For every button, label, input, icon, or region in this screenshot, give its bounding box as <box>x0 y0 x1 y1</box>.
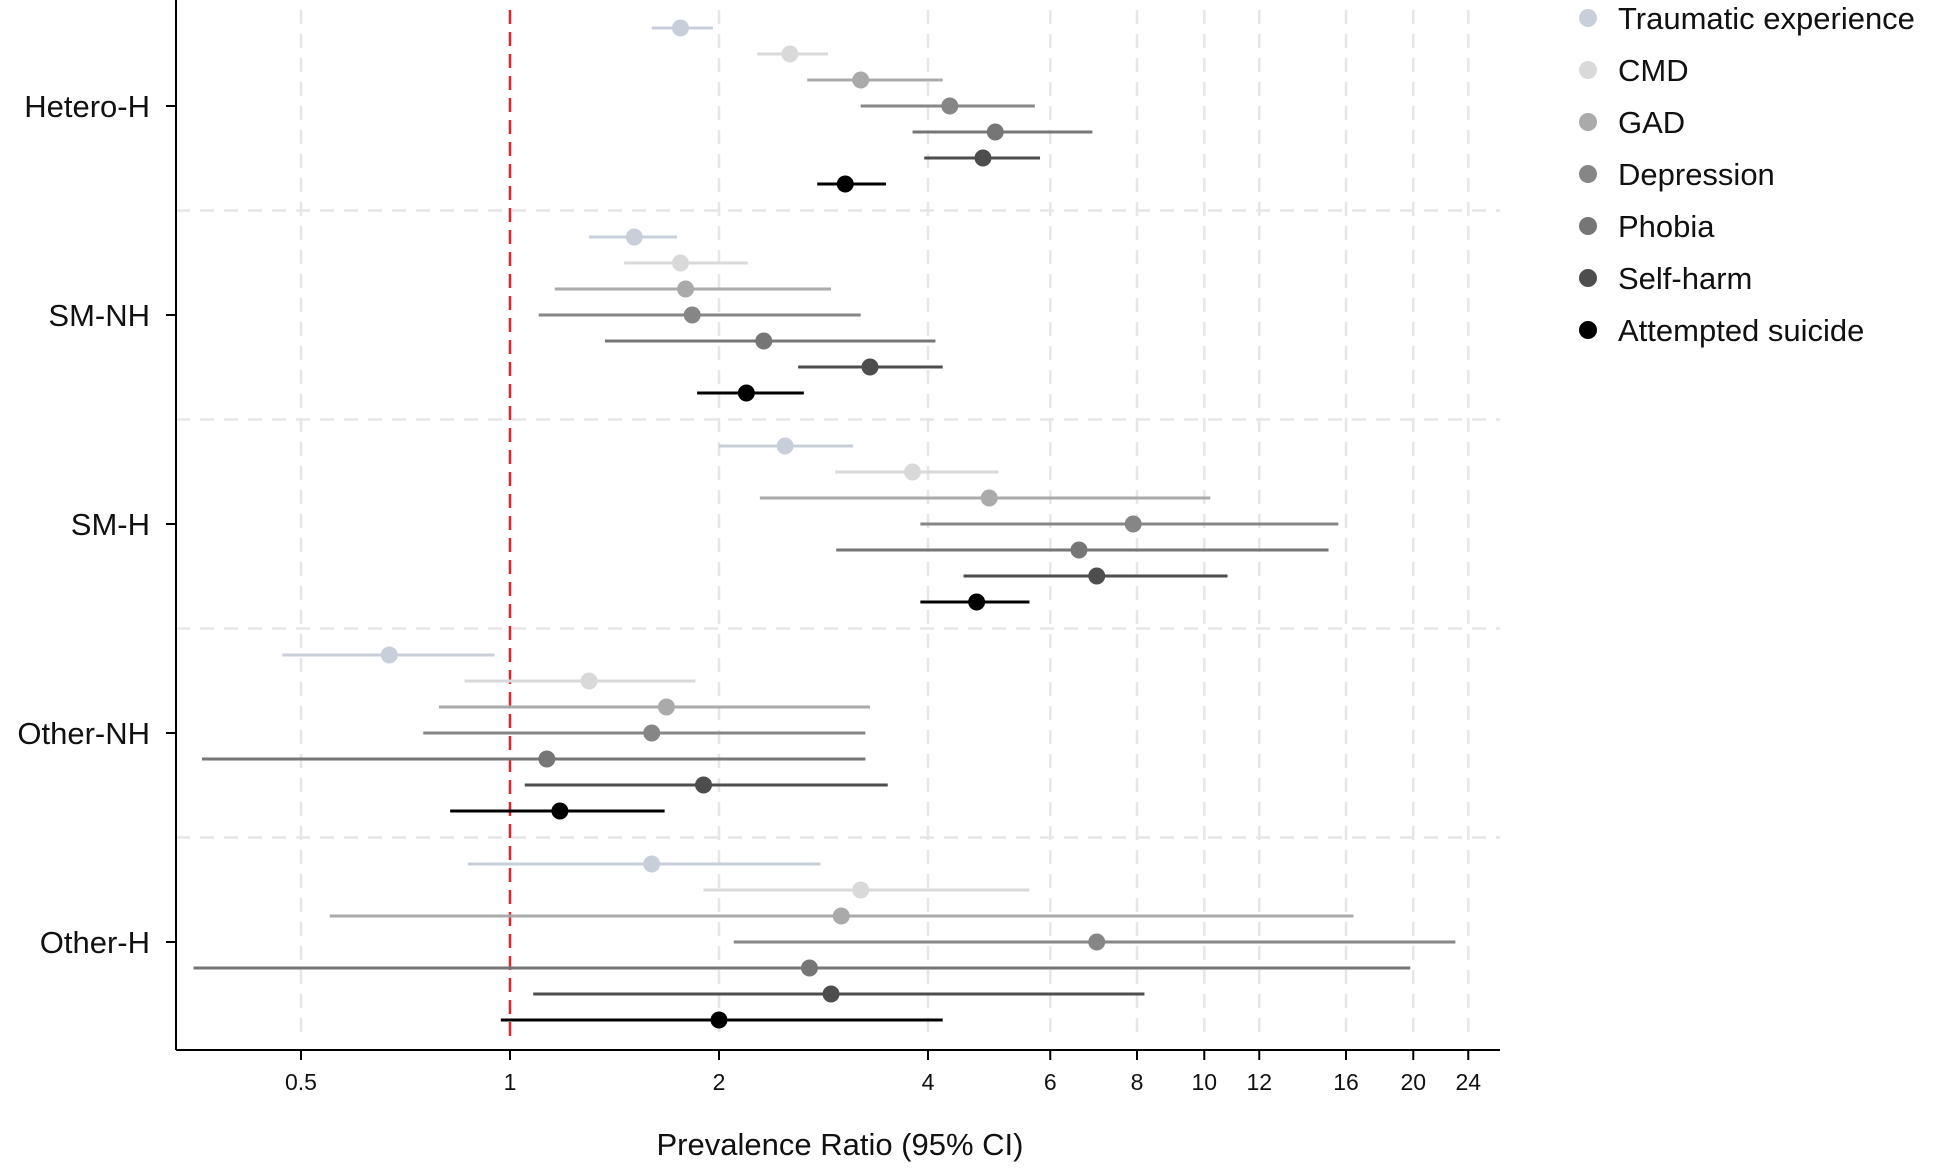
point-estimate-1-4 <box>852 881 870 899</box>
legend-marker-5 <box>1579 269 1597 287</box>
legend-label-4: Phobia <box>1618 209 1715 244</box>
x-tick-label-7: 12 <box>1246 1069 1272 1095</box>
category-label-1: SM-NH <box>48 298 150 333</box>
legend-label-2: GAD <box>1618 105 1685 140</box>
point-estimate-3-3 <box>643 724 661 742</box>
point-estimate-2-3 <box>657 698 675 716</box>
point-estimate-6-4 <box>710 1011 728 1029</box>
point-estimate-2-2 <box>980 489 998 507</box>
category-label-layer: Hetero-H SM-NH SM-H Other-NH Other-H <box>17 89 176 960</box>
point-estimate-1-3 <box>580 672 598 690</box>
data-layer <box>193 19 1456 1029</box>
legend-marker-2 <box>1579 113 1597 131</box>
point-estimate-4-2 <box>1070 541 1088 559</box>
legend-label-3: Depression <box>1618 157 1775 192</box>
x-tick-label-10: 24 <box>1455 1069 1481 1095</box>
x-tick-label-5: 8 <box>1131 1069 1144 1095</box>
category-label-2: SM-H <box>71 507 150 542</box>
x-axis-title: Prevalence Ratio (95% CI) <box>657 1127 1024 1162</box>
legend-label-0: Traumatic experience <box>1618 1 1915 36</box>
point-estimate-1-2 <box>904 463 922 481</box>
legend-marker-4 <box>1579 217 1597 235</box>
point-estimate-3-4 <box>1088 933 1106 951</box>
point-estimate-0-4 <box>643 855 661 873</box>
legend-marker-3 <box>1579 165 1597 183</box>
point-estimate-5-4 <box>822 985 840 1003</box>
x-tick-label-0: 0.5 <box>285 1069 317 1095</box>
legend-label-6: Attempted suicide <box>1618 313 1864 348</box>
point-estimate-4-3 <box>538 750 556 768</box>
grid-layer <box>176 10 1500 1042</box>
point-estimate-6-3 <box>551 802 569 820</box>
point-estimate-3-0 <box>941 97 959 115</box>
axis-layer: 0.5 1 2 4 6 8 10 12 16 20 24 <box>175 0 1500 1095</box>
point-estimate-5-3 <box>695 776 713 794</box>
legend-label-5: Self-harm <box>1618 261 1752 296</box>
legend-marker-1 <box>1579 61 1597 79</box>
point-estimate-5-2 <box>1088 567 1106 585</box>
point-estimate-0-1 <box>625 228 643 246</box>
category-label-4: Other-H <box>40 925 150 960</box>
point-estimate-6-0 <box>836 175 854 193</box>
point-estimate-3-1 <box>683 306 701 324</box>
x-tick-label-4: 6 <box>1044 1069 1057 1095</box>
point-estimate-5-0 <box>974 149 992 167</box>
point-estimate-1-1 <box>671 254 689 272</box>
legend-label-1: CMD <box>1618 53 1689 88</box>
point-estimate-0-3 <box>380 646 398 664</box>
x-tick-label-1: 1 <box>504 1069 517 1095</box>
legend-marker-6 <box>1579 321 1597 339</box>
point-estimate-6-2 <box>968 593 986 611</box>
legend: Traumatic experience CMD GAD Depression Phob… <box>1579 1 1915 348</box>
point-estimate-5-1 <box>861 358 879 376</box>
category-label-3: Other-NH <box>17 716 150 751</box>
point-estimate-2-4 <box>832 907 850 925</box>
x-tick-label-8: 16 <box>1333 1069 1359 1095</box>
point-estimate-0-2 <box>776 437 794 455</box>
point-estimate-0-0 <box>671 19 689 37</box>
x-tick-label-9: 20 <box>1400 1069 1426 1095</box>
point-estimate-3-2 <box>1124 515 1142 533</box>
x-tick-label-3: 4 <box>922 1069 935 1095</box>
point-estimate-4-0 <box>986 123 1004 141</box>
point-estimate-2-0 <box>852 71 870 89</box>
x-tick-label-6: 10 <box>1191 1069 1217 1095</box>
point-estimate-4-1 <box>755 332 773 350</box>
point-estimate-6-1 <box>737 384 755 402</box>
point-estimate-4-4 <box>800 959 818 977</box>
point-estimate-1-0 <box>781 45 799 63</box>
legend-marker-0 <box>1579 9 1597 27</box>
x-tick-label-2: 2 <box>713 1069 726 1095</box>
category-label-0: Hetero-H <box>24 89 150 124</box>
point-estimate-2-1 <box>677 280 695 298</box>
